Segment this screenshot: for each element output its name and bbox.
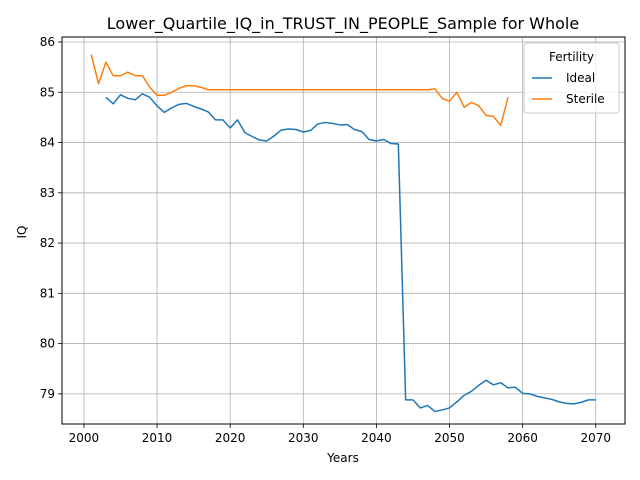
y-axis-ticks: 79 80 81 82 83 84 85 86 [40,35,62,401]
legend-title: Fertility [549,50,594,64]
legend-label-sterile: Sterile [566,92,605,106]
y-tick-label: 80 [40,337,55,351]
series-line-sterile [90,54,509,127]
legend: Fertility Ideal Sterile [523,42,620,114]
x-tick-label: 2070 [580,431,611,445]
y-tick-label: 83 [40,186,55,200]
x-axis-label: Years [326,451,359,465]
x-tick-label: 2000 [69,431,100,445]
x-axis-ticks: 2000 2010 2020 2030 2040 2050 2060 2070 [69,424,611,445]
y-tick-label: 81 [40,286,55,300]
y-tick-label: 79 [40,387,55,401]
legend-label-ideal: Ideal [566,71,595,85]
x-tick-label: 2060 [507,431,538,445]
x-tick-label: 2030 [288,431,319,445]
chart-title: Lower_Quartile_IQ_in_TRUST_IN_PEOPLE_Sam… [107,14,579,34]
y-tick-label: 85 [40,85,55,99]
x-tick-label: 2050 [434,431,465,445]
legend-box [523,42,620,114]
y-tick-label: 86 [40,35,55,49]
y-tick-label: 82 [40,236,55,250]
y-axis-label: IQ [15,226,29,239]
series-lines [90,54,596,413]
x-tick-label: 2010 [142,431,173,445]
plot-frame [61,36,626,425]
x-tick-label: 2020 [215,431,246,445]
x-tick-label: 2040 [361,431,392,445]
y-tick-label: 84 [40,136,55,150]
series-line-ideal [105,93,596,413]
